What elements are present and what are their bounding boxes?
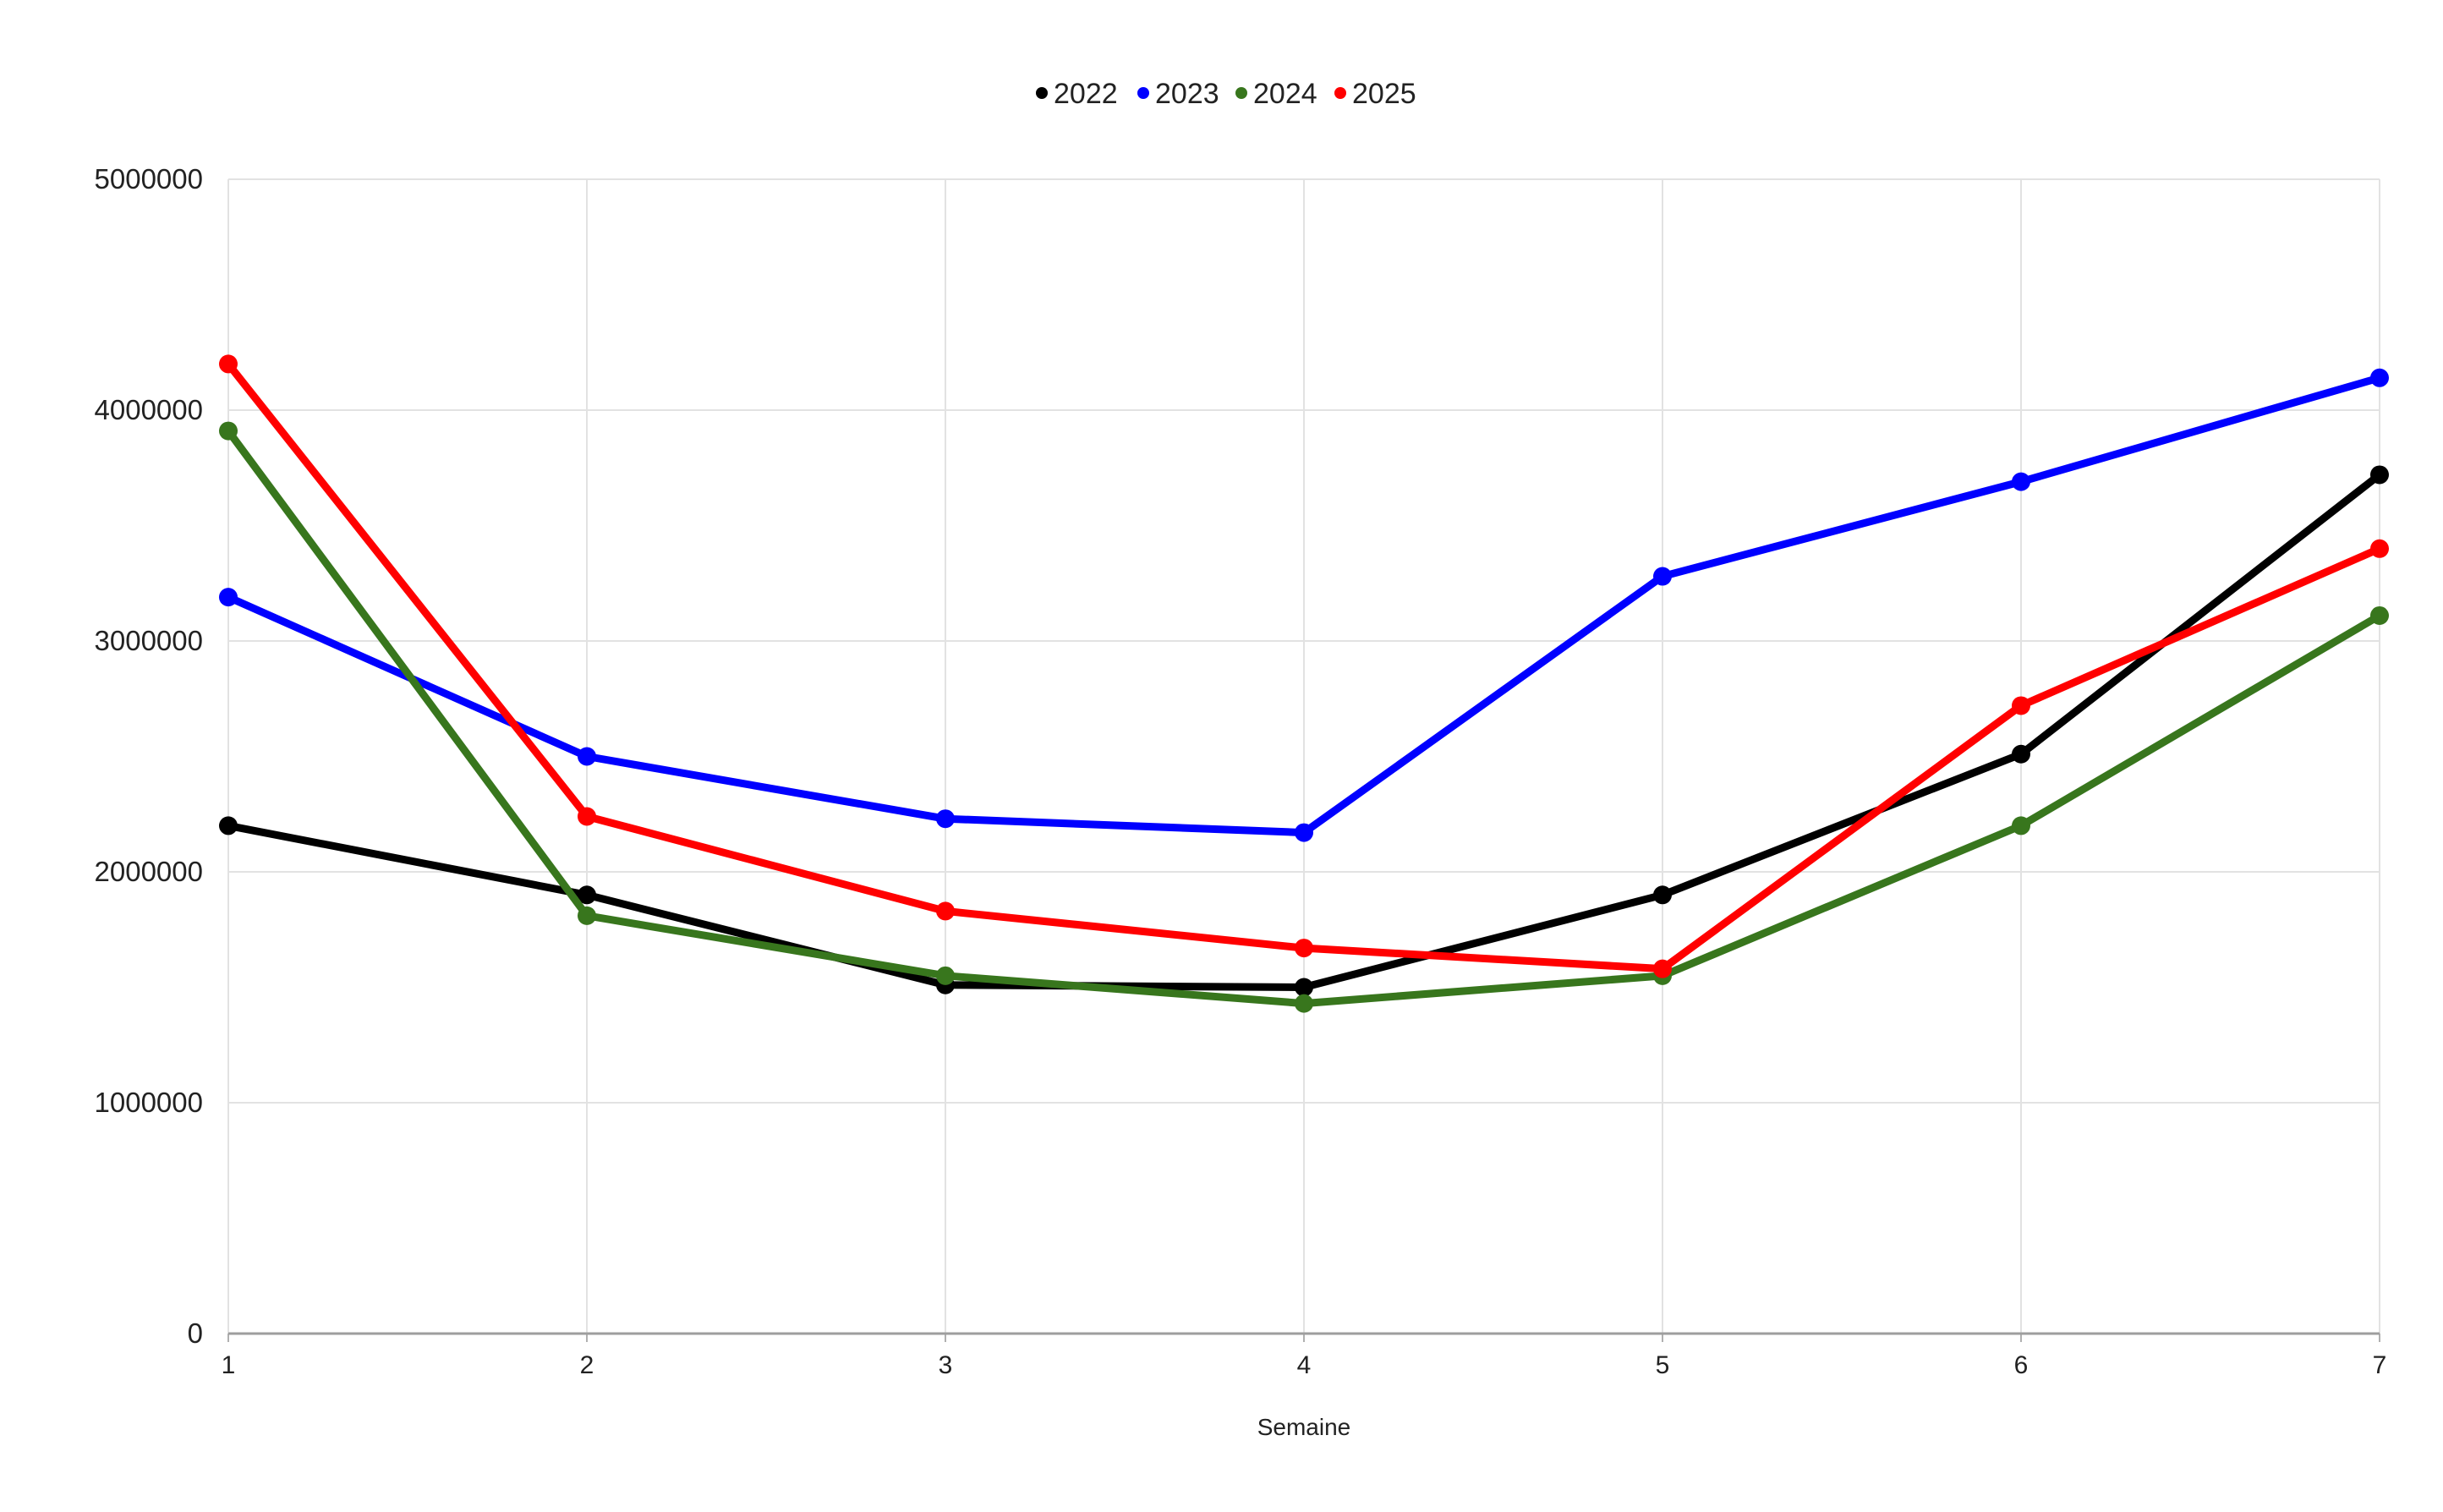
legend-item-2022: 2022 [1036,78,1118,110]
legend-item-2024: 2024 [1235,78,1317,110]
data-point-2022 [1295,978,1313,997]
data-point-2025 [578,807,596,826]
data-point-2023 [2370,368,2389,387]
data-point-2022 [578,885,596,905]
data-point-2022 [2012,744,2030,764]
data-point-2022 [1653,885,1672,905]
data-point-2025 [1295,939,1313,958]
data-point-2023 [219,588,238,607]
legend-marker [1036,87,1048,99]
series-2024 [219,421,2389,1013]
data-point-2022 [219,816,238,835]
axes: 0 1000000 2000000 3000000 4000000 5000000 1 2 3 4… [95,163,2387,1379]
data-point-2024 [2012,816,2030,835]
x-tick-label: 2 [580,1351,594,1379]
y-tick-label: 3000000 [95,625,203,656]
data-point-2024 [1295,994,1313,1013]
data-point-2023 [936,809,955,829]
data-point-2023 [1653,567,1672,586]
data-point-2023 [1295,823,1313,842]
legend-label: 2024 [1253,78,1317,110]
gridlines [227,178,2380,1334]
legend-label: 2023 [1155,78,1219,110]
legend-item-2025: 2025 [1334,78,1416,110]
legend-item-2023: 2023 [1137,78,1219,110]
data-point-2025 [936,901,955,921]
data-point-2025 [2370,539,2389,558]
data-point-2025 [219,354,238,374]
legend-marker [1137,87,1149,99]
data-point-2025 [2012,696,2030,715]
data-point-2022 [2370,465,2389,485]
series-2025 [219,354,2389,978]
data-point-2023 [578,747,596,766]
series-lines [219,354,2389,1013]
y-tick-label: 2000000 [95,856,203,887]
y-tick-label: 5000000 [95,163,203,194]
legend-label: 2022 [1054,78,1118,110]
x-tick-label: 1 [222,1351,236,1379]
data-point-2024 [2370,605,2389,625]
data-point-2024 [578,906,596,925]
data-point-2024 [219,421,238,441]
x-axis-title: Semaine [1257,1414,1351,1440]
data-point-2023 [2012,472,2030,491]
series-2023 [219,368,2389,842]
x-tick-label: 3 [939,1351,953,1379]
y-tick-label: 0 [188,1318,203,1349]
data-point-2024 [936,966,955,985]
legend-label: 2025 [1352,78,1416,110]
y-tick-label: 4000000 [95,394,203,425]
y-tick-label: 1000000 [95,1087,203,1118]
legend: 2022 2023 2024 2025 [1036,78,1416,110]
x-tick-label: 7 [2373,1351,2387,1379]
x-tick-label: 6 [2014,1351,2029,1379]
x-tick-label: 5 [1656,1351,1670,1379]
legend-marker [1235,87,1247,99]
data-point-2025 [1653,959,1672,978]
x-tick-label: 4 [1297,1351,1312,1379]
legend-marker [1334,87,1346,99]
